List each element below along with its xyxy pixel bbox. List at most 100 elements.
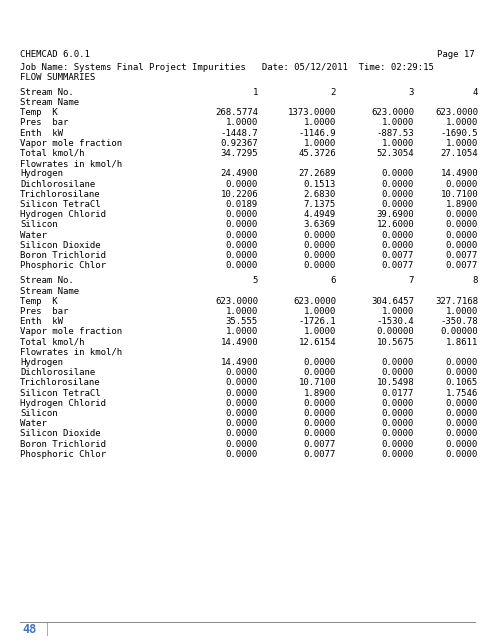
Text: FLOW SUMMARIES: FLOW SUMMARIES bbox=[20, 74, 95, 83]
Text: Stream Name: Stream Name bbox=[20, 287, 79, 296]
Text: 623.0000: 623.0000 bbox=[293, 297, 336, 306]
Text: 0.0000: 0.0000 bbox=[226, 210, 258, 219]
Text: Vapor mole fraction: Vapor mole fraction bbox=[20, 328, 122, 337]
Text: 3: 3 bbox=[409, 88, 414, 97]
Text: 327.7168: 327.7168 bbox=[435, 297, 478, 306]
Text: Phosphoric Chlor: Phosphoric Chlor bbox=[20, 261, 106, 270]
Text: 27.2689: 27.2689 bbox=[298, 170, 336, 179]
Text: 0.0000: 0.0000 bbox=[382, 419, 414, 428]
Text: 1.0000: 1.0000 bbox=[304, 307, 336, 316]
Text: 0.0000: 0.0000 bbox=[382, 399, 414, 408]
Text: 0.0000: 0.0000 bbox=[446, 409, 478, 418]
Text: Silicon: Silicon bbox=[20, 409, 57, 418]
Text: 2: 2 bbox=[331, 88, 336, 97]
Text: 10.7100: 10.7100 bbox=[298, 378, 336, 387]
Text: 0.0077: 0.0077 bbox=[304, 440, 336, 449]
Text: -887.53: -887.53 bbox=[376, 129, 414, 138]
Text: -1146.9: -1146.9 bbox=[298, 129, 336, 138]
Text: 0.0077: 0.0077 bbox=[382, 261, 414, 270]
Text: 35.555: 35.555 bbox=[226, 317, 258, 326]
Text: 12.6000: 12.6000 bbox=[376, 220, 414, 229]
Text: 10.7100: 10.7100 bbox=[441, 189, 478, 199]
Text: 0.0000: 0.0000 bbox=[446, 241, 478, 250]
Text: 0.0000: 0.0000 bbox=[446, 220, 478, 229]
Text: Temp  K: Temp K bbox=[20, 297, 57, 306]
Text: 14.4900: 14.4900 bbox=[220, 358, 258, 367]
Text: Total kmol/h: Total kmol/h bbox=[20, 338, 85, 347]
Text: 0.92367: 0.92367 bbox=[220, 139, 258, 148]
Text: 0.0000: 0.0000 bbox=[382, 170, 414, 179]
Text: 0.0177: 0.0177 bbox=[382, 388, 414, 397]
Text: 0.0000: 0.0000 bbox=[304, 230, 336, 239]
Text: -1448.7: -1448.7 bbox=[220, 129, 258, 138]
Text: Trichlorosilane: Trichlorosilane bbox=[20, 378, 100, 387]
Text: Stream No.: Stream No. bbox=[20, 276, 74, 285]
Text: 0.0000: 0.0000 bbox=[446, 419, 478, 428]
Text: 623.0000: 623.0000 bbox=[371, 108, 414, 117]
Text: Water: Water bbox=[20, 230, 47, 239]
Text: 0.0000: 0.0000 bbox=[446, 230, 478, 239]
Text: Silicon Dioxide: Silicon Dioxide bbox=[20, 241, 100, 250]
Text: 0.0000: 0.0000 bbox=[226, 440, 258, 449]
Text: 14.4900: 14.4900 bbox=[441, 170, 478, 179]
Text: 1.0000: 1.0000 bbox=[382, 139, 414, 148]
Text: 0.0000: 0.0000 bbox=[304, 419, 336, 428]
Text: 0.0000: 0.0000 bbox=[382, 241, 414, 250]
Text: Silicon TetraCl: Silicon TetraCl bbox=[20, 200, 100, 209]
Text: Page 17: Page 17 bbox=[438, 50, 475, 59]
Text: 1.0000: 1.0000 bbox=[446, 118, 478, 127]
Text: 27.1054: 27.1054 bbox=[441, 149, 478, 158]
Text: 0.0000: 0.0000 bbox=[226, 230, 258, 239]
Text: 1.0000: 1.0000 bbox=[226, 118, 258, 127]
Text: 0.0000: 0.0000 bbox=[382, 409, 414, 418]
Text: 0.0000: 0.0000 bbox=[226, 388, 258, 397]
Text: Pres  bar: Pres bar bbox=[20, 118, 68, 127]
Text: Enth  kW: Enth kW bbox=[20, 317, 63, 326]
Text: 39.6900: 39.6900 bbox=[376, 210, 414, 219]
Text: 0.0000: 0.0000 bbox=[226, 399, 258, 408]
Text: 0.0000: 0.0000 bbox=[226, 409, 258, 418]
Text: 1373.0000: 1373.0000 bbox=[288, 108, 336, 117]
Text: 0.0000: 0.0000 bbox=[226, 261, 258, 270]
Text: 0.0077: 0.0077 bbox=[382, 251, 414, 260]
Text: -350.78: -350.78 bbox=[441, 317, 478, 326]
Text: Phosphoric Chlor: Phosphoric Chlor bbox=[20, 450, 106, 459]
Text: 8: 8 bbox=[473, 276, 478, 285]
Text: Silicon: Silicon bbox=[20, 220, 57, 229]
Text: Trichlorosilane: Trichlorosilane bbox=[20, 189, 100, 199]
Text: 4: 4 bbox=[473, 88, 478, 97]
Text: Dichlorosilane: Dichlorosilane bbox=[20, 368, 95, 377]
Text: 0.0000: 0.0000 bbox=[446, 368, 478, 377]
Text: 0.0000: 0.0000 bbox=[226, 429, 258, 438]
Text: 0.0000: 0.0000 bbox=[226, 241, 258, 250]
Text: 0.0000: 0.0000 bbox=[382, 358, 414, 367]
Text: 0.0000: 0.0000 bbox=[226, 180, 258, 189]
Text: -1690.5: -1690.5 bbox=[441, 129, 478, 138]
Text: Silicon Dioxide: Silicon Dioxide bbox=[20, 429, 100, 438]
Text: 268.5774: 268.5774 bbox=[215, 108, 258, 117]
Text: 7.1375: 7.1375 bbox=[304, 200, 336, 209]
Text: 10.5498: 10.5498 bbox=[376, 378, 414, 387]
Text: 0.0000: 0.0000 bbox=[304, 261, 336, 270]
Text: 0.0000: 0.0000 bbox=[382, 200, 414, 209]
Text: 1.0000: 1.0000 bbox=[226, 328, 258, 337]
Text: 5: 5 bbox=[252, 276, 258, 285]
Text: 1.0000: 1.0000 bbox=[382, 118, 414, 127]
Text: Pres  bar: Pres bar bbox=[20, 307, 68, 316]
Text: 4.4949: 4.4949 bbox=[304, 210, 336, 219]
Text: 623.0000: 623.0000 bbox=[215, 297, 258, 306]
Text: Enth  kW: Enth kW bbox=[20, 129, 63, 138]
Text: 0.0000: 0.0000 bbox=[446, 180, 478, 189]
Text: 6: 6 bbox=[331, 276, 336, 285]
Text: 12.6154: 12.6154 bbox=[298, 338, 336, 347]
Text: 0.0000: 0.0000 bbox=[226, 378, 258, 387]
Text: 1.0000: 1.0000 bbox=[382, 307, 414, 316]
Text: 0.0077: 0.0077 bbox=[304, 450, 336, 459]
Text: 0.0000: 0.0000 bbox=[304, 429, 336, 438]
Text: Water: Water bbox=[20, 419, 47, 428]
Text: 0.0000: 0.0000 bbox=[382, 368, 414, 377]
Text: Stream No.: Stream No. bbox=[20, 88, 74, 97]
Text: 0.00000: 0.00000 bbox=[441, 328, 478, 337]
Text: Silicon TetraCl: Silicon TetraCl bbox=[20, 388, 100, 397]
Text: Boron Trichlorid: Boron Trichlorid bbox=[20, 440, 106, 449]
